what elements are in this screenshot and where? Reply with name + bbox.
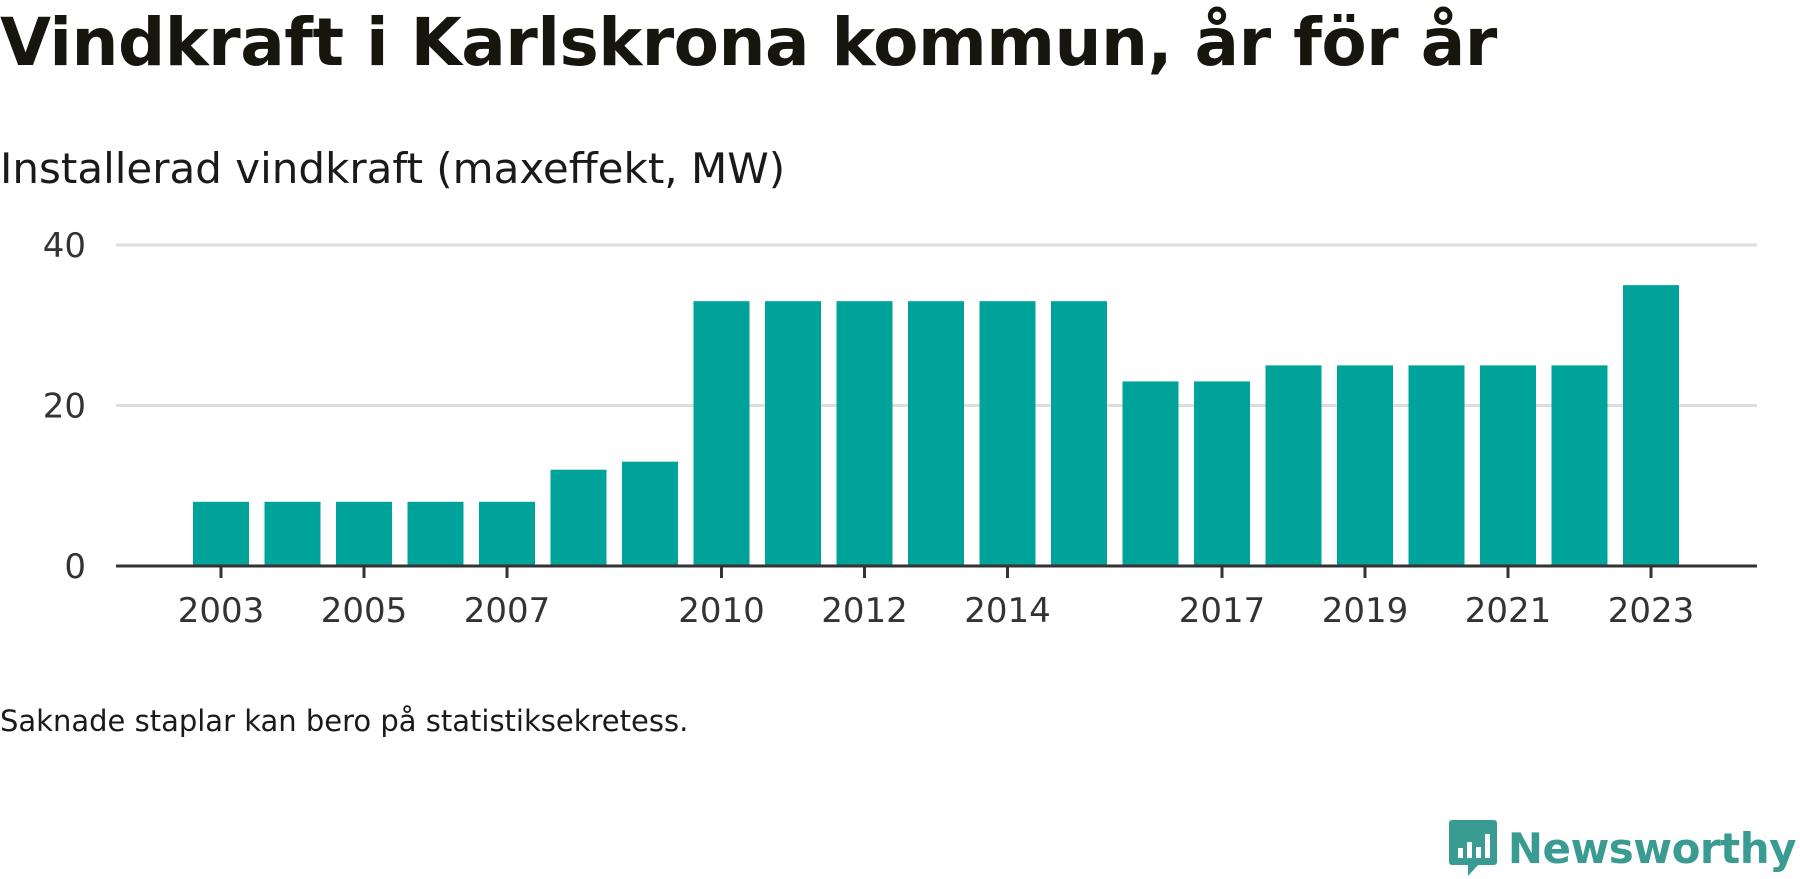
bar (264, 501, 321, 566)
bar (550, 469, 607, 566)
x-axis-labels: 2003 2005 2007 2010 2012 2014 2017 2019 2021 2023 (178, 591, 1695, 631)
bar (336, 501, 392, 566)
bar (1408, 365, 1465, 566)
newsworthy-logo-icon (1448, 820, 1497, 876)
x-tick-label: 2012 (821, 591, 908, 631)
x-tick-label: 2021 (1465, 591, 1552, 631)
x-axis (116, 564, 1757, 578)
chart-title: Vindkraft i Karlskrona kommun, år för år (0, 4, 1497, 81)
bar (836, 301, 893, 566)
bar (1051, 301, 1107, 566)
bar (908, 301, 964, 566)
brand-name: Newsworthy (1507, 823, 1797, 873)
bar (407, 501, 464, 566)
bar (479, 501, 535, 566)
bar (1480, 365, 1536, 566)
x-tick-label: 2023 (1608, 591, 1695, 631)
chart-subtitle: Installerad vindkraft (maxeffekt, MW) (0, 144, 786, 193)
bar (1122, 381, 1179, 566)
x-tick-label: 2007 (464, 591, 551, 631)
brand-logo: Newsworthy (1448, 818, 1797, 878)
x-tick-label: 2003 (178, 591, 265, 631)
bar (1551, 365, 1608, 566)
bar (979, 301, 1036, 566)
x-tick-label: 2019 (1322, 591, 1409, 631)
bar (1337, 365, 1393, 566)
bar (1265, 365, 1322, 566)
x-tick-label: 2014 (964, 591, 1051, 631)
bar (693, 301, 750, 566)
bar (622, 461, 678, 566)
y-tick-label: 0 (64, 547, 86, 587)
x-tick-label: 2005 (321, 591, 408, 631)
y-tick-label: 20 (43, 387, 86, 427)
x-tick-label: 2017 (1179, 591, 1266, 631)
bar (1623, 285, 1679, 566)
bar (193, 501, 249, 566)
y-axis-labels: 0 20 40 (43, 226, 86, 587)
bar (765, 301, 821, 566)
footnote: Saknade staplar kan bero på statistiksek… (0, 704, 689, 738)
bars (193, 285, 1679, 566)
y-tick-label: 40 (43, 226, 86, 266)
x-tick-label: 2010 (678, 591, 765, 631)
bar (1194, 381, 1250, 566)
